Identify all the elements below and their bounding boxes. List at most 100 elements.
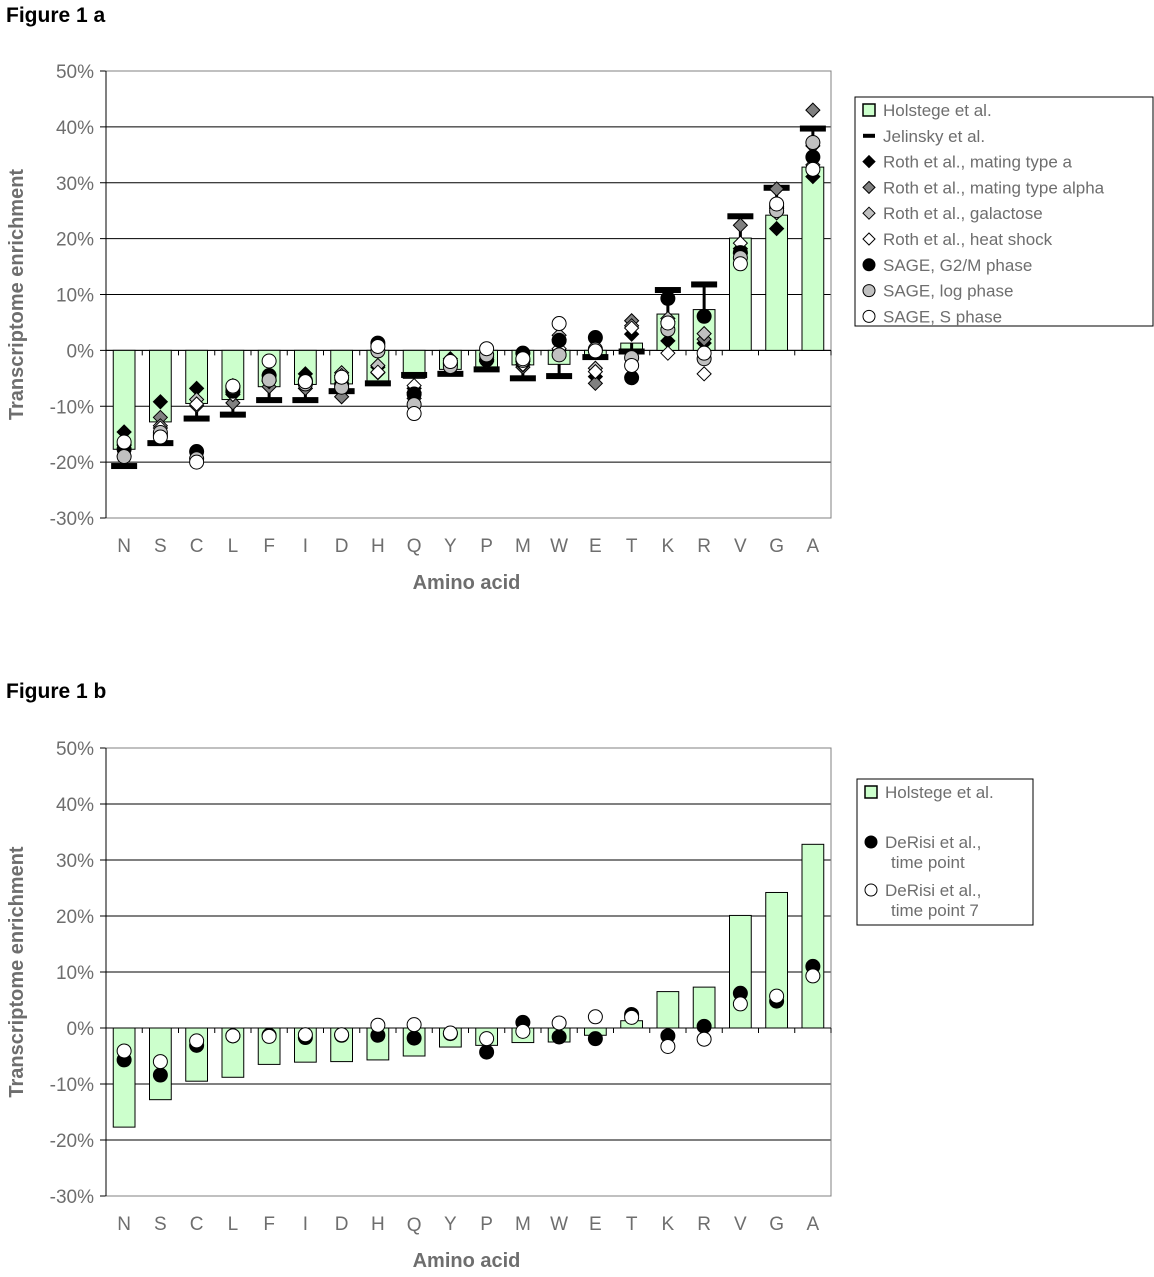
y-tick-label: -30% [50,509,94,530]
x-category-label: W [550,1214,568,1235]
circle-point [116,449,132,465]
diamond-point [370,364,386,380]
circle-point [370,1017,386,1033]
circle-point [406,1030,422,1046]
x-category-label: S [154,536,167,557]
y-tick-label: 50% [56,739,94,760]
circle-point [624,357,640,373]
circle-point [442,354,458,370]
legend-swatch-circle [862,309,876,323]
circle-point [551,1015,567,1031]
circle-point [551,316,567,332]
y-tick-label: 40% [56,795,94,816]
circle-point [189,454,205,470]
bar [112,1027,136,1128]
y-tick-label: -10% [50,1075,94,1096]
legend-swatch-bar [864,785,878,799]
y-tick-label: 40% [56,118,94,139]
x-category-label: A [807,1214,820,1235]
legend-label: Roth et al., heat shock [883,230,1053,249]
y-tick-label: -10% [50,397,94,418]
diamond-point [623,320,640,336]
diamond-point [696,325,712,342]
bar [801,843,825,1029]
x-category-label: C [190,1214,204,1235]
x-category-label: E [589,1214,602,1235]
circle-point [696,1018,712,1034]
circle-point [406,1017,422,1033]
y-tick-label: 20% [56,230,94,251]
x-category-label: Y [444,536,457,557]
x-category-label: P [480,1214,493,1235]
circle-point [479,341,495,357]
legend-swatch-bar [862,103,876,117]
x-category-label: Q [407,1215,422,1236]
diamond-point [587,363,604,380]
x-category-label: N [117,1214,131,1235]
circle-point [805,968,821,984]
x-category-label: I [303,1214,308,1235]
legend-swatch-circle [862,284,876,298]
circle-point [515,351,531,367]
x-category-label: F [263,536,275,557]
x-category-label: K [662,536,675,557]
jelinsky-dash [691,281,718,288]
bar [801,166,825,351]
y-axis-title: Transcriptome enrichment [6,169,28,421]
diamond-point [768,220,785,237]
legend-label: time point 7 [891,901,979,920]
circle-point [152,429,168,445]
circle-point [696,308,712,324]
y-tick-label: -30% [50,1187,94,1208]
legend-label: SAGE, G2/M phase [883,256,1032,275]
bar [656,991,680,1029]
circle-point [805,135,821,151]
circle-point [660,1038,676,1054]
circle-point [370,338,386,354]
x-category-label: R [697,536,711,557]
legend-label: Holstege et al. [883,101,992,120]
diamond-point [188,396,205,412]
legend-swatch-circle [862,258,876,272]
x-category-label: L [228,1214,239,1235]
x-category-label: G [769,1214,784,1235]
circle-point [696,1031,712,1047]
diamond-point [732,217,749,233]
circle-point [551,347,567,363]
x-category-label: T [626,1214,638,1235]
circle-point [479,1044,495,1060]
circle-point [624,1009,640,1025]
legend-swatch-circle [864,883,878,897]
x-category-label: H [371,1214,385,1235]
figure-b-title: Figure 1 b [6,680,107,703]
circle-point [551,1029,567,1045]
x-category-label: I [303,536,308,557]
circle-point [297,1027,313,1043]
diamond-point [805,102,821,118]
legend-swatch-diamond [862,232,876,246]
circle-point [587,343,603,359]
x-category-label: K [662,1214,675,1235]
legend-label: Roth et al., mating type a [883,153,1073,172]
legend-swatch-circle [864,835,878,849]
circle-point [660,315,676,331]
x-category-label: Q [407,536,422,557]
legend-label: Roth et al., galactose [883,204,1043,223]
circle-point [261,1028,277,1044]
diamond-point [768,181,785,197]
jelinsky-dash [292,397,319,404]
circle-point [479,1031,495,1047]
legend-label: SAGE, S phase [883,307,1002,326]
jelinsky-dash [401,371,428,378]
jelinsky-dash [546,373,573,380]
diamond-point [696,366,712,382]
jelinsky-dash [473,366,500,373]
legend-swatch-diamond [862,206,876,220]
circle-point [406,406,422,422]
circle-point [732,256,748,272]
legend-label: Holstege et al. [885,783,994,802]
x-category-label: F [263,1214,275,1235]
circle-point [297,374,313,390]
circle-point [225,1028,241,1044]
